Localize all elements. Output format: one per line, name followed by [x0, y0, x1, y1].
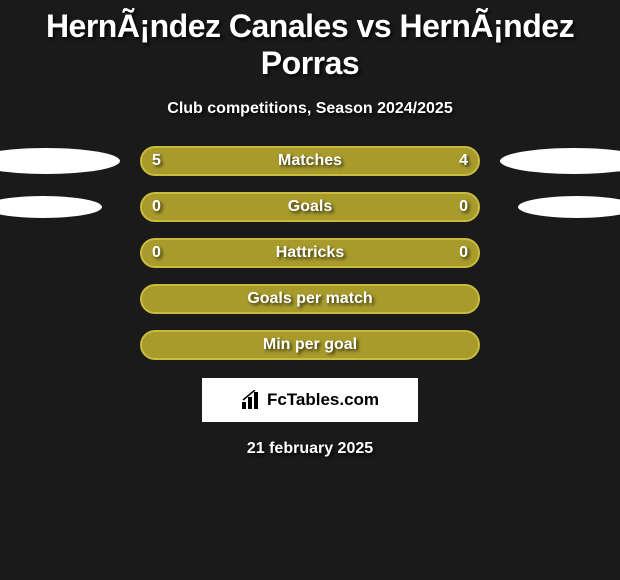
stat-value-right: 0 [459, 244, 468, 262]
logo-text: FcTables.com [267, 390, 379, 410]
stat-bar: Hattricks [140, 238, 480, 268]
stat-value-left: 0 [152, 244, 161, 262]
stat-value-right: 0 [459, 198, 468, 216]
logo-box: FcTables.com [202, 378, 418, 422]
stat-label: Goals per match [247, 290, 372, 308]
stat-row: Goals per match [0, 284, 620, 314]
stat-row: Hattricks 0 0 [0, 238, 620, 268]
stat-label: Min per goal [263, 336, 357, 354]
stat-value-left: 5 [152, 152, 161, 170]
stat-row: Goals 0 0 [0, 192, 620, 222]
stat-bar: Min per goal [140, 330, 480, 360]
ellipse-right [500, 148, 620, 174]
stat-label: Goals [288, 198, 332, 216]
ellipse-left [0, 148, 120, 174]
stats-rows: Matches 5 4 Goals 0 0 Hattricks 0 0 Goals per mat… [0, 146, 620, 360]
stat-row: Matches 5 4 [0, 146, 620, 176]
stat-bar: Goals per match [140, 284, 480, 314]
stat-label: Hattricks [276, 244, 344, 262]
barchart-icon [241, 390, 263, 410]
subtitle: Club competitions, Season 2024/2025 [0, 100, 620, 118]
stat-label: Matches [278, 152, 342, 170]
date-text: 21 february 2025 [0, 440, 620, 458]
ellipse-left [0, 196, 102, 218]
stat-bar: Matches [140, 146, 480, 176]
stat-bar: Goals [140, 192, 480, 222]
stat-value-right: 4 [459, 152, 468, 170]
ellipse-right [518, 196, 620, 218]
page-title: HernÃ¡ndez Canales vs HernÃ¡ndez Porras [0, 0, 620, 82]
stat-row: Min per goal [0, 330, 620, 360]
stat-value-left: 0 [152, 198, 161, 216]
